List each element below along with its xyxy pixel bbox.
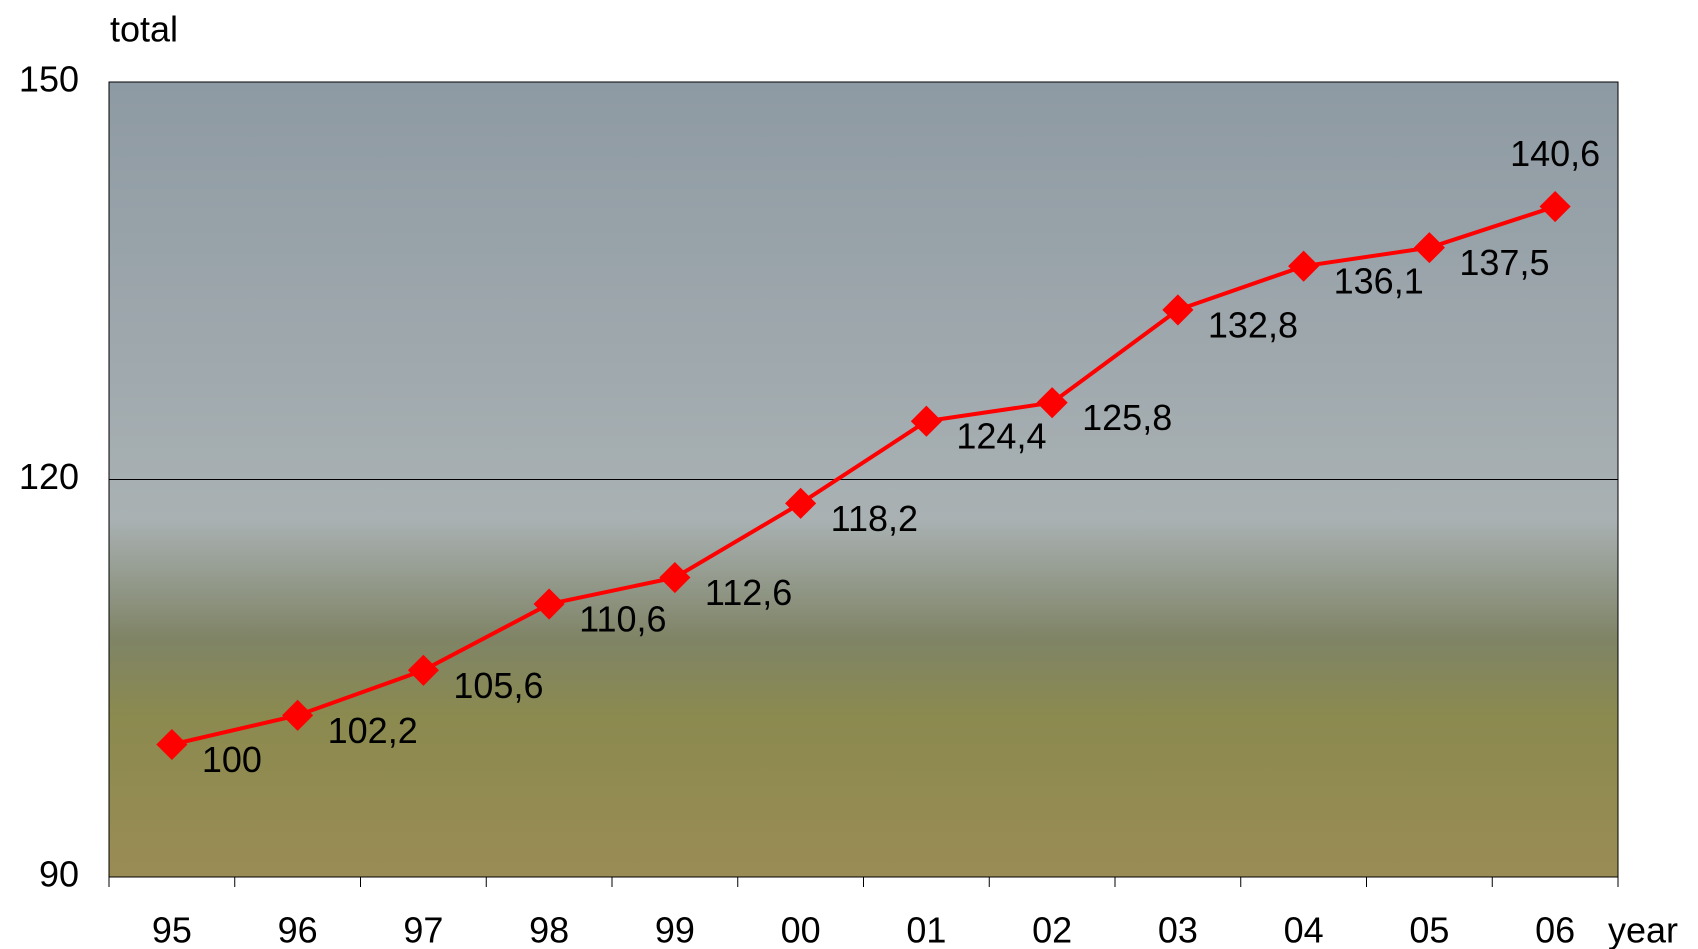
data-label: 124,4 xyxy=(956,416,1046,457)
chart: total year 90 120 150 95 96 97 98 99 00 01 02 03 04 0… xyxy=(0,0,1698,949)
x-axis-title: year xyxy=(1608,910,1678,949)
x-tick-label: 02 xyxy=(1032,910,1072,949)
x-tick-label: 00 xyxy=(781,910,821,949)
data-label: 137,5 xyxy=(1459,242,1549,283)
y-axis-title: total xyxy=(110,9,178,50)
x-tick-label: 06 xyxy=(1535,910,1575,949)
data-label: 125,8 xyxy=(1082,397,1172,438)
data-label: 118,2 xyxy=(831,498,918,539)
data-label: 112,6 xyxy=(705,572,792,613)
data-label: 102,2 xyxy=(328,710,418,751)
y-tick-label: 150 xyxy=(19,59,79,100)
data-label: 132,8 xyxy=(1208,304,1298,345)
data-label: 136,1 xyxy=(1334,261,1424,302)
x-tick-label: 98 xyxy=(529,910,569,949)
x-tick-label: 95 xyxy=(152,910,192,949)
x-tick-label: 05 xyxy=(1409,910,1449,949)
x-tick-label: 01 xyxy=(906,910,946,949)
y-tick-label: 90 xyxy=(39,854,79,895)
data-label: 110,6 xyxy=(579,599,666,640)
data-label: 100 xyxy=(202,739,262,780)
y-tick-label: 120 xyxy=(19,456,79,497)
data-label: 105,6 xyxy=(453,665,543,706)
x-tick-label: 99 xyxy=(655,910,695,949)
x-tick-label: 97 xyxy=(403,910,443,949)
x-tick-label: 96 xyxy=(278,910,318,949)
data-label: 140,6 xyxy=(1510,133,1600,174)
x-tick-label: 04 xyxy=(1284,910,1324,949)
x-tick-label: 03 xyxy=(1158,910,1198,949)
